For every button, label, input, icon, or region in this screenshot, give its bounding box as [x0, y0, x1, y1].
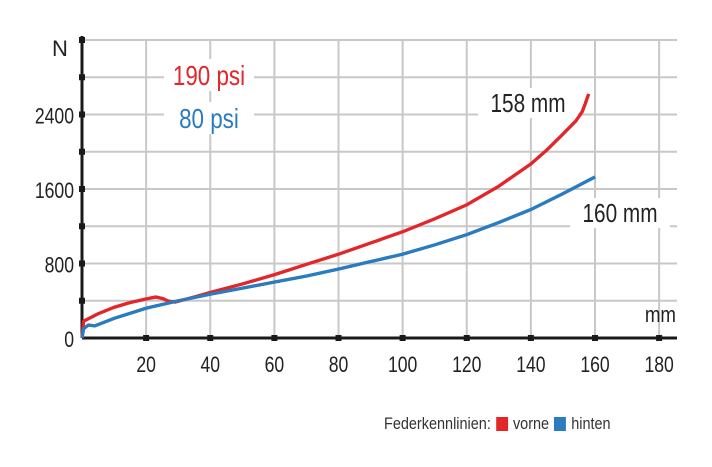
x-tick-label: 100 — [388, 353, 417, 377]
y-tick-mark — [79, 111, 85, 118]
end-label-bg — [570, 198, 670, 228]
x-tick-label: 140 — [516, 353, 545, 377]
legend: Federkennlinien: vorne hinten — [384, 414, 611, 434]
x-tick-mark — [463, 335, 470, 341]
x-tick-label: 20 — [136, 353, 156, 377]
x-tick-mark — [592, 335, 598, 341]
end-label: 158 mm — [490, 89, 565, 118]
y-tick-mark — [79, 297, 85, 304]
legend-swatch-vorne — [495, 417, 508, 431]
x-tick-mark — [207, 335, 214, 341]
legend-title: Federkennlinien: — [384, 414, 491, 433]
end-label: 160 mm — [582, 199, 657, 228]
y-axis-label: N — [52, 36, 68, 61]
series-label-bg — [164, 102, 254, 134]
y-tick-mark — [79, 223, 85, 230]
y-tick-label: 1600 — [35, 179, 74, 203]
y-tick-mark — [79, 260, 85, 267]
x-tick-mark — [656, 335, 663, 341]
x-tick-mark — [143, 335, 150, 341]
x-tick-mark — [399, 335, 406, 341]
x-tick-label: 120 — [452, 353, 481, 377]
end-label-bg — [478, 88, 578, 118]
y-tick-label: 0 — [64, 328, 74, 352]
y-tick-label: 2400 — [35, 105, 74, 129]
series-label: 190 psi — [173, 61, 245, 92]
y-tick-mark — [79, 74, 85, 81]
x-tick-label: 40 — [200, 353, 220, 377]
series-line-overlay — [80, 175, 596, 339]
x-tick-label: 160 — [580, 353, 609, 377]
y-tick-mark — [79, 148, 85, 155]
series-label-bg — [164, 59, 254, 91]
x-tick-mark — [335, 335, 342, 341]
x-tick-label: 180 — [644, 353, 673, 377]
x-axis-label: mm — [645, 304, 676, 328]
x-tick-label: 80 — [329, 353, 349, 377]
series-label: 80 psi — [179, 104, 239, 135]
legend-swatch-hinten — [554, 417, 567, 431]
series-line-overlay — [80, 93, 591, 339]
legend-label-vorne: vorne — [512, 414, 550, 433]
legend-label-hinten: hinten — [571, 414, 611, 433]
y-tick-mark — [79, 37, 85, 43]
x-tick-mark — [271, 335, 278, 341]
x-tick-mark — [527, 335, 534, 341]
y-tick-mark — [79, 186, 85, 192]
y-tick-label: 800 — [45, 254, 74, 278]
x-tick-label: 60 — [265, 353, 285, 377]
